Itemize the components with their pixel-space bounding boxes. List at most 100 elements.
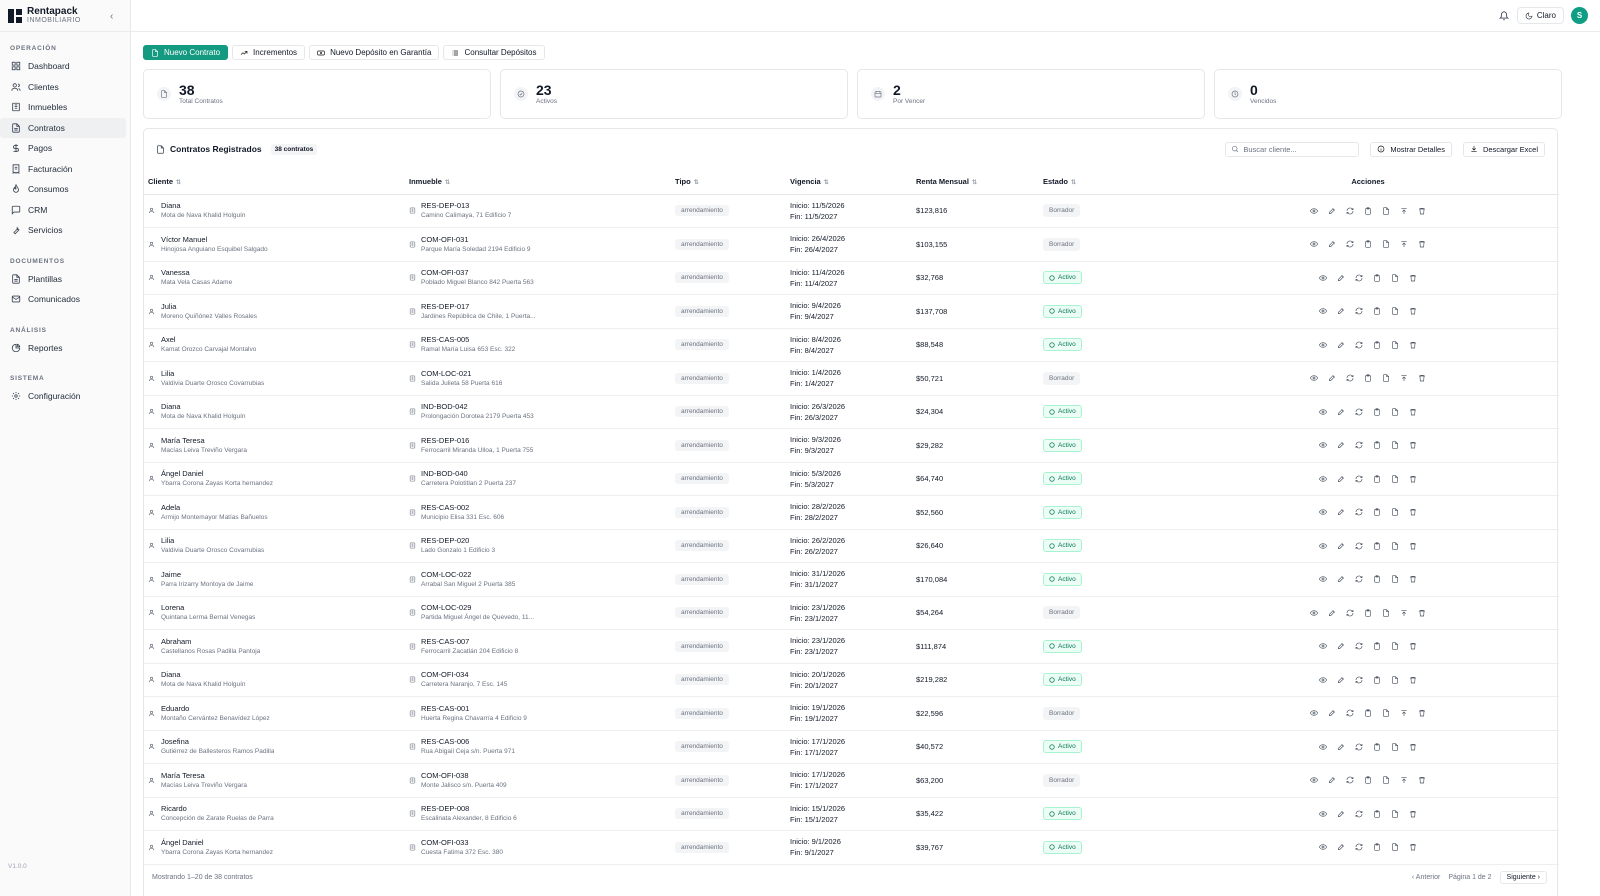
trash-icon[interactable]	[1409, 642, 1417, 650]
edit-icon[interactable]	[1337, 508, 1345, 516]
document-icon[interactable]	[1391, 441, 1399, 449]
clipboard-icon[interactable]	[1364, 207, 1372, 215]
clipboard-icon[interactable]	[1373, 575, 1381, 583]
document-icon[interactable]	[1391, 642, 1399, 650]
trash-icon[interactable]	[1409, 274, 1417, 282]
property-code[interactable]: COM-OFI-033	[421, 837, 469, 847]
col-header-status[interactable]: Estado ⇅	[1039, 169, 1173, 195]
trash-icon[interactable]	[1409, 843, 1417, 851]
increments-button[interactable]: Incrementos	[232, 45, 306, 60]
sidebar-item-configuracion[interactable]: Configuración	[0, 386, 130, 407]
property-code[interactable]: RES-DEP-017	[421, 301, 470, 311]
client-name[interactable]: Julia	[161, 301, 177, 311]
view-icon[interactable]	[1319, 508, 1327, 516]
property-code[interactable]: RES-CAS-006	[421, 737, 470, 747]
edit-icon[interactable]	[1337, 810, 1345, 818]
trash-icon[interactable]	[1409, 508, 1417, 516]
client-name[interactable]: Ricardo	[161, 804, 187, 814]
upload-icon[interactable]	[1400, 374, 1408, 382]
renew-icon[interactable]	[1346, 374, 1354, 382]
property-code[interactable]: RES-DEP-016	[421, 435, 470, 445]
collapse-sidebar-icon[interactable]: ‹	[110, 11, 114, 22]
upload-icon[interactable]	[1400, 709, 1408, 717]
client-name[interactable]: Eduardo	[161, 703, 190, 713]
sidebar-item-inmuebles[interactable]: Inmuebles	[0, 97, 130, 118]
col-header-type[interactable]: Tipo ⇅	[671, 169, 786, 195]
view-icon[interactable]	[1319, 843, 1327, 851]
property-code[interactable]: COM-OFI-037	[421, 268, 469, 278]
view-icon[interactable]	[1310, 374, 1318, 382]
next-page-button[interactable]: Siguiente ›	[1499, 871, 1547, 884]
property-code[interactable]: RES-CAS-001	[421, 703, 470, 713]
renew-icon[interactable]	[1355, 676, 1363, 684]
view-icon[interactable]	[1319, 575, 1327, 583]
document-icon[interactable]	[1382, 374, 1390, 382]
upload-icon[interactable]	[1400, 776, 1408, 784]
clipboard-icon[interactable]	[1373, 274, 1381, 282]
renew-icon[interactable]	[1355, 408, 1363, 416]
edit-icon[interactable]	[1337, 408, 1345, 416]
clipboard-icon[interactable]	[1373, 508, 1381, 516]
view-icon[interactable]	[1310, 240, 1318, 248]
client-name[interactable]: Adela	[161, 502, 181, 512]
property-code[interactable]: RES-CAS-002	[421, 502, 470, 512]
edit-icon[interactable]	[1337, 341, 1345, 349]
client-name[interactable]: Diana	[161, 670, 181, 680]
view-icon[interactable]	[1319, 810, 1327, 818]
document-icon[interactable]	[1391, 475, 1399, 483]
trash-icon[interactable]	[1418, 374, 1426, 382]
view-icon[interactable]	[1319, 743, 1327, 751]
col-header-rent[interactable]: Renta Mensual ⇅	[912, 169, 1039, 195]
show-details-button[interactable]: Mostrar Detalles	[1370, 141, 1452, 157]
document-icon[interactable]	[1391, 676, 1399, 684]
trash-icon[interactable]	[1409, 810, 1417, 818]
trash-icon[interactable]	[1418, 609, 1426, 617]
clipboard-icon[interactable]	[1364, 240, 1372, 248]
theme-toggle-button[interactable]: Claro	[1516, 7, 1564, 24]
sidebar-item-clientes[interactable]: Clientes	[0, 77, 130, 98]
property-code[interactable]: RES-DEP-013	[421, 201, 470, 211]
sidebar-item-servicios[interactable]: Servicios	[0, 220, 130, 241]
trash-icon[interactable]	[1409, 575, 1417, 583]
document-icon[interactable]	[1391, 408, 1399, 416]
clipboard-icon[interactable]	[1373, 441, 1381, 449]
trash-icon[interactable]	[1418, 207, 1426, 215]
edit-icon[interactable]	[1337, 676, 1345, 684]
clipboard-icon[interactable]	[1373, 341, 1381, 349]
property-code[interactable]: IND-BOD-042	[421, 402, 468, 412]
trash-icon[interactable]	[1409, 341, 1417, 349]
clipboard-icon[interactable]	[1373, 676, 1381, 684]
renew-icon[interactable]	[1355, 274, 1363, 282]
document-icon[interactable]	[1391, 307, 1399, 315]
edit-icon[interactable]	[1328, 609, 1336, 617]
sidebar-item-contratos[interactable]: Contratos	[0, 117, 126, 138]
sidebar-item-reportes[interactable]: Reportes	[0, 338, 130, 359]
edit-icon[interactable]	[1337, 542, 1345, 550]
client-name[interactable]: María Teresa	[161, 435, 205, 445]
property-code[interactable]: RES-DEP-020	[421, 536, 470, 546]
trash-icon[interactable]	[1409, 542, 1417, 550]
sidebar-item-dashboard[interactable]: Dashboard	[0, 56, 130, 77]
renew-icon[interactable]	[1346, 240, 1354, 248]
client-name[interactable]: Ángel Daniel	[161, 837, 204, 847]
document-icon[interactable]	[1382, 709, 1390, 717]
search-input[interactable]	[1243, 144, 1354, 154]
renew-icon[interactable]	[1355, 810, 1363, 818]
edit-icon[interactable]	[1337, 843, 1345, 851]
clipboard-icon[interactable]	[1364, 609, 1372, 617]
client-name[interactable]: Axel	[161, 335, 176, 345]
clipboard-icon[interactable]	[1364, 776, 1372, 784]
edit-icon[interactable]	[1337, 307, 1345, 315]
clipboard-icon[interactable]	[1364, 374, 1372, 382]
document-icon[interactable]	[1391, 575, 1399, 583]
sidebar-item-pagos[interactable]: Pagos	[0, 138, 130, 159]
document-icon[interactable]	[1391, 542, 1399, 550]
edit-icon[interactable]	[1328, 709, 1336, 717]
client-name[interactable]: Josefina	[161, 737, 189, 747]
sidebar-item-crm[interactable]: CRM	[0, 200, 130, 221]
renew-icon[interactable]	[1346, 609, 1354, 617]
clipboard-icon[interactable]	[1373, 743, 1381, 751]
trash-icon[interactable]	[1409, 743, 1417, 751]
property-code[interactable]: RES-CAS-007	[421, 636, 470, 646]
view-icon[interactable]	[1319, 441, 1327, 449]
